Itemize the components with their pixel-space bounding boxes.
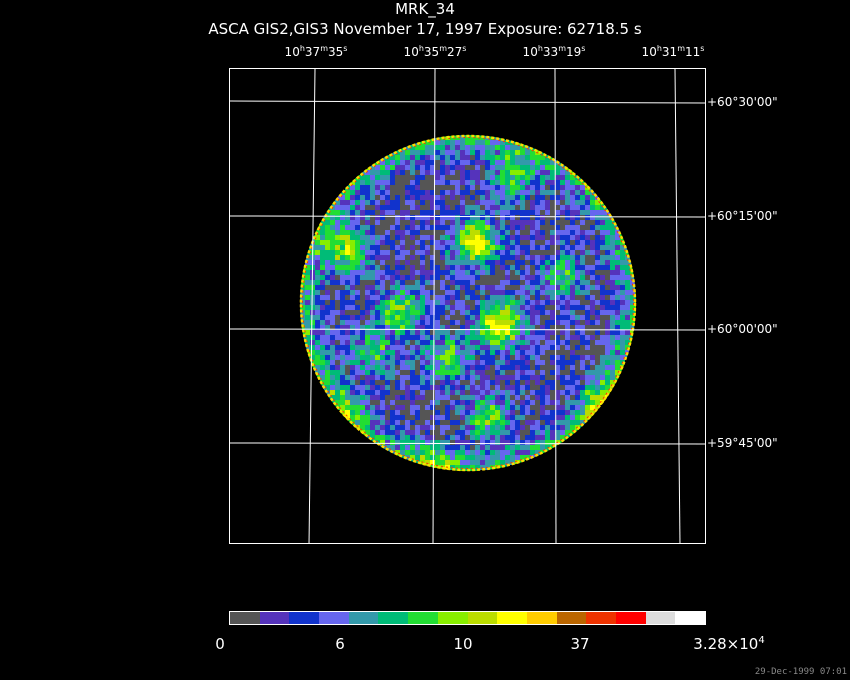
dec-tick-label: +60°15'00" (707, 209, 778, 223)
colorbar-max-label: 3.28×104 (693, 635, 765, 653)
grid-line (230, 100, 705, 104)
grid-line (432, 69, 436, 543)
grid-line (230, 328, 705, 331)
detector-field (300, 135, 636, 471)
colorbar-label: 10 (453, 635, 473, 653)
grid-line (230, 215, 705, 218)
colorbar-segment (319, 612, 349, 624)
colorbar-segment (526, 612, 557, 624)
colorbar-label: 6 (335, 635, 345, 653)
colorbar-segment (259, 612, 290, 624)
dec-tick-label: +60°00'00" (707, 322, 778, 336)
colorbar-segment (586, 612, 616, 624)
colorbar (229, 611, 706, 625)
dec-tick-label: +59°45'00" (707, 436, 778, 450)
timestamp: 29-Dec-1999 07:01 (754, 667, 847, 677)
colorbar-segment (645, 612, 676, 624)
colorbar-segment (675, 612, 705, 624)
image-frame (229, 68, 706, 544)
colorbar-segment (497, 612, 527, 624)
colorbar-segment (615, 612, 646, 624)
grid-line (674, 69, 681, 543)
image-subtitle: ASCA GIS2,GIS3 November 17, 1997 Exposur… (208, 20, 642, 38)
grid-line (230, 442, 705, 445)
xray-image (230, 69, 705, 543)
detector-rim-inner (302, 137, 634, 469)
colorbar-segment (378, 612, 409, 624)
colorbar-label: 37 (570, 635, 590, 653)
ra-tick-label: 10h31m11s (641, 44, 705, 59)
ra-tick-label: 10h35m27s (403, 44, 467, 59)
image-title: MRK_34 (395, 0, 455, 18)
colorbar-label: 0 (215, 635, 225, 653)
colorbar-segment (467, 612, 498, 624)
colorbar-segment (408, 612, 438, 624)
colorbar-segment (230, 612, 260, 624)
colorbar-segment (437, 612, 468, 624)
colorbar-segment (289, 612, 320, 624)
detector-rim (299, 134, 637, 472)
ra-tick-label: 10h37m35s (284, 44, 348, 59)
ra-tick-label: 10h33m19s (522, 44, 586, 59)
dec-tick-label: +60°30'00" (707, 95, 778, 109)
colorbar-segment (556, 612, 587, 624)
coordinate-grid (230, 69, 705, 543)
grid-line (554, 69, 557, 543)
grid-line (308, 69, 316, 543)
colorbar-segment (348, 612, 379, 624)
